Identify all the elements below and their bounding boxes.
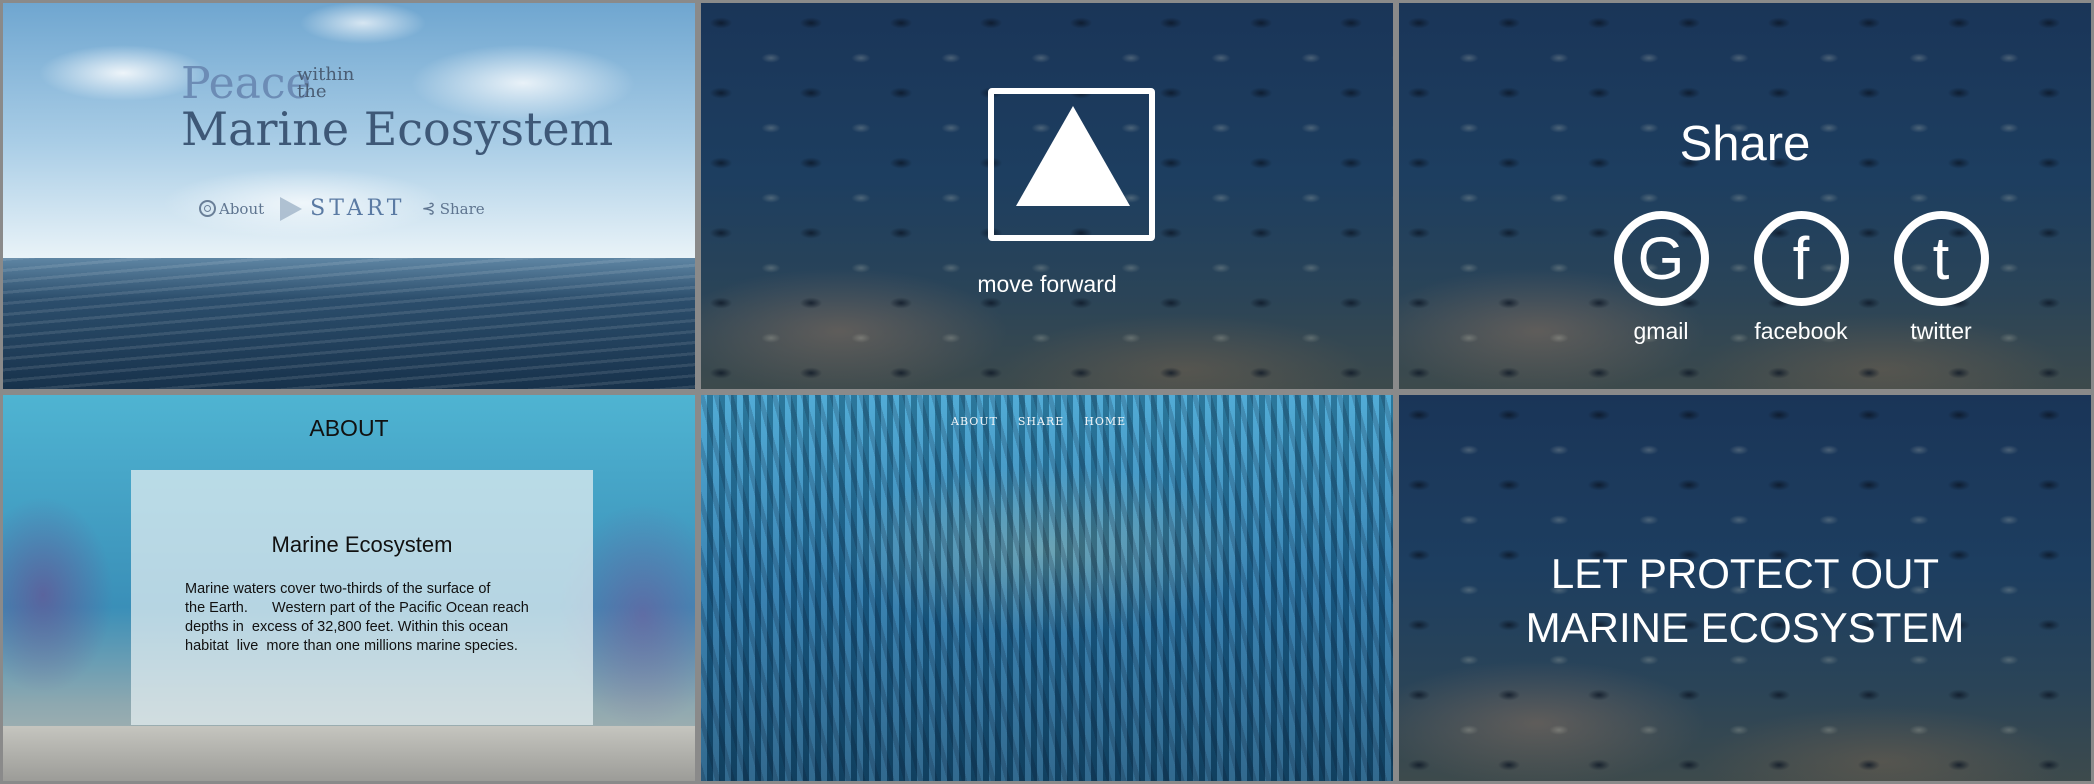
- fish-school-texture: [1399, 3, 2091, 389]
- protect-line-1: LET PROTECT OUT: [1550, 550, 1940, 597]
- title-within: within: [297, 64, 355, 85]
- share-options: G gmail f facebook t twitter: [1591, 211, 2011, 345]
- sea-background: [3, 258, 695, 389]
- nav-about[interactable]: ABOUT: [951, 415, 998, 428]
- about-screen: ABOUT Marine Ecosystem Marine waters cov…: [0, 392, 698, 784]
- share-screen: Share G gmail f facebook t twitter: [1396, 0, 2094, 392]
- about-label: About: [219, 199, 265, 218]
- start-button[interactable]: START: [280, 196, 405, 221]
- about-link[interactable]: About: [199, 200, 264, 218]
- home-nav: About START ⊰ Share: [199, 196, 501, 221]
- top-nav: ABOUT SHARE HOME: [951, 415, 1146, 428]
- card-line: depths in excess of 32,800 feet. Within …: [185, 619, 509, 635]
- title-the: the: [297, 81, 327, 102]
- move-forward-button[interactable]: [988, 88, 1155, 241]
- fish-stripes-texture: [701, 395, 1393, 781]
- facebook-label: facebook: [1754, 318, 1848, 344]
- play-icon: [280, 196, 303, 221]
- nav-home[interactable]: HOME: [1084, 415, 1127, 428]
- share-link[interactable]: ⊰ Share: [421, 199, 484, 219]
- move-forward-label: move forward: [977, 271, 1117, 297]
- twitter-label: twitter: [1910, 318, 1972, 344]
- share-gmail-button[interactable]: G gmail: [1591, 211, 1731, 345]
- facebook-icon: f: [1753, 211, 1849, 306]
- about-heading: ABOUT: [309, 415, 389, 441]
- about-card: Marine Ecosystem Marine waters cover two…: [131, 470, 593, 725]
- card-title: Marine Ecosystem: [271, 532, 453, 557]
- nav-share[interactable]: SHARE: [1017, 415, 1065, 428]
- reef-fish-background: [701, 395, 1393, 781]
- sky-background: [3, 3, 695, 258]
- share-label: Share: [439, 199, 485, 218]
- card-line: habitat live more than one millions mari…: [185, 638, 518, 654]
- move-forward-screen: move forward: [698, 0, 1396, 392]
- title-peace: Peace: [181, 58, 312, 109]
- gmail-label: gmail: [1633, 318, 1689, 344]
- share-icon: ⊰: [421, 198, 436, 219]
- share-title: Share: [1679, 117, 1811, 171]
- card-line: Marine waters cover two-thirds of the su…: [185, 581, 491, 597]
- protect-message: LET PROTECT OUT MARINE ECOSYSTEM: [1399, 547, 2091, 655]
- title-within-the: within the: [297, 64, 355, 102]
- reef-video-screen: ABOUT SHARE HOME: [698, 392, 1396, 784]
- twitter-icon: t: [1893, 211, 1989, 306]
- fish-school-texture: [1399, 395, 2091, 781]
- title-marine-ecosystem: Marine Ecosystem: [181, 102, 614, 156]
- gmail-icon: G: [1613, 211, 1709, 306]
- card-body: Marine waters cover two-thirds of the su…: [185, 580, 575, 656]
- message-screen: LET PROTECT OUT MARINE ECOSYSTEM: [1396, 392, 2094, 784]
- share-twitter-button[interactable]: t twitter: [1871, 211, 2011, 345]
- up-arrow-icon: [1016, 106, 1130, 206]
- sand-floor: [3, 726, 695, 781]
- about-icon: [199, 200, 216, 217]
- home-screen: Peace within the Marine Ecosystem About …: [0, 0, 698, 392]
- share-facebook-button[interactable]: f facebook: [1731, 211, 1871, 345]
- card-line: the Earth. Western part of the Pacific O…: [185, 600, 529, 616]
- protect-line-2: MARINE ECOSYSTEM: [1525, 604, 1965, 651]
- start-label: START: [310, 196, 406, 221]
